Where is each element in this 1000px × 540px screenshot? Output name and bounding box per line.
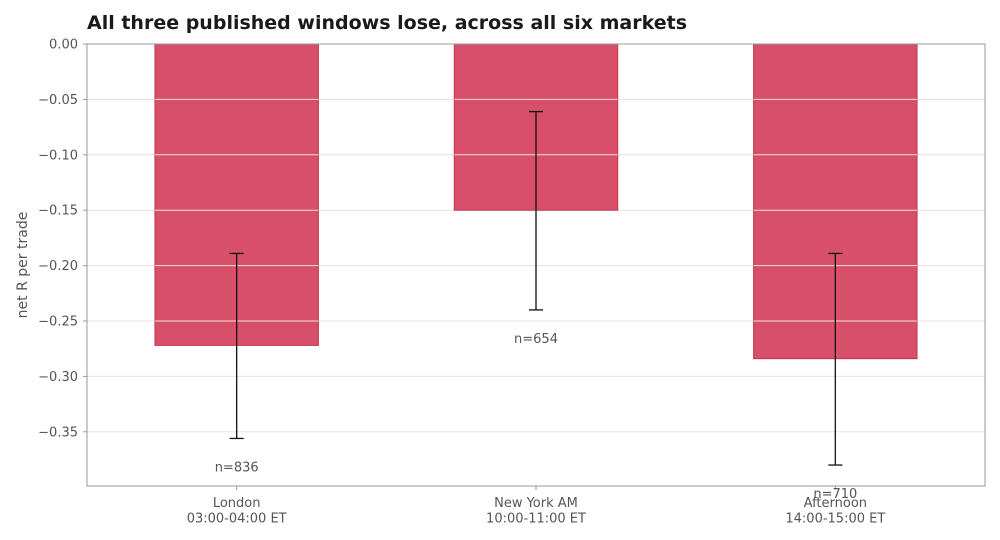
y-tick-label: −0.15 [38, 204, 78, 219]
plot-frame [86, 43, 986, 487]
n-label: n=710 [813, 487, 857, 502]
error-bars [229, 110, 843, 466]
y-tick-label: −0.25 [38, 315, 78, 330]
y-axis-title: net R per trade [15, 212, 31, 319]
y-tick-label: −0.20 [38, 259, 78, 274]
chart-title: All three published windows lose, across… [87, 12, 688, 34]
x-tick-label: 10:00-11:00 ET [486, 512, 586, 527]
x-tick-label: New York AM [494, 496, 578, 511]
x-tick-label: 14:00-15:00 ET [785, 512, 885, 527]
y-tick-label: 0.00 [49, 38, 78, 53]
x-tick-label: London [213, 496, 261, 511]
n-label: n=836 [215, 460, 259, 475]
x-tick-label: Afternoon [804, 496, 867, 511]
n-label: n=654 [514, 332, 558, 347]
y-tick-label: −0.30 [38, 370, 78, 385]
x-tick-label: 03:00-04:00 ET [187, 512, 287, 527]
bars [154, 43, 918, 360]
labels: 0.00 −0.05 −0.10 −0.15 −0.20 −0.25 −0.30 −0.35 n… [38, 38, 885, 527]
y-tick-label: −0.10 [38, 148, 78, 163]
y-tick-label: −0.05 [38, 93, 78, 108]
y-tick-label: −0.35 [38, 425, 78, 440]
